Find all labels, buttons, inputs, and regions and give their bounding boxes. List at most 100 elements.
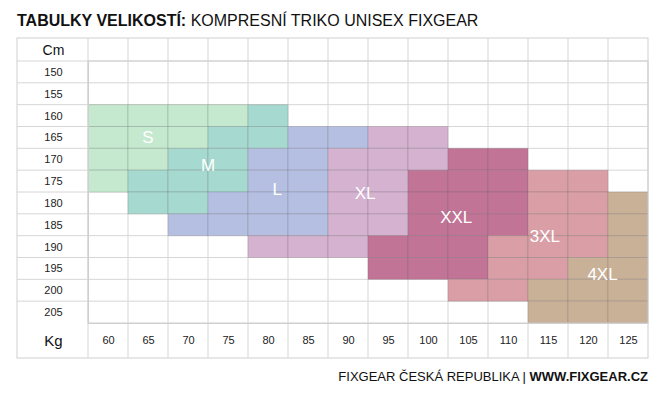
size-cell (528, 279, 568, 301)
size-cell (528, 170, 568, 192)
size-cell (488, 279, 528, 301)
size-cell (208, 192, 248, 214)
y-tick-label: 175 (44, 175, 62, 187)
table-frame (17, 38, 648, 358)
size-cell (328, 127, 368, 149)
y-axis-title: Cm (43, 42, 65, 58)
y-tick: 205 (44, 306, 88, 318)
x-tick: 75 (222, 323, 234, 346)
size-cell (88, 127, 128, 149)
size-cell (488, 258, 528, 280)
x-tick-label: 90 (342, 334, 354, 346)
y-tick: 165 (44, 131, 88, 143)
x-tick: 65 (142, 323, 154, 346)
size-cell (408, 148, 448, 170)
size-cell (488, 170, 528, 192)
footer: FIXGEAR ČESKÁ REPUBLIKA | WWW.FIXGEAR.CZ (338, 369, 648, 384)
size-region (368, 148, 528, 279)
size-cell (248, 127, 288, 149)
y-tick: 185 (44, 219, 88, 231)
y-tick-label: 150 (44, 66, 62, 78)
title: TABULKY VELIKOSTÍ: KOMPRESNÍ TRIKO UNISE… (17, 11, 478, 29)
size-region (248, 127, 448, 258)
y-tick: 180 (44, 197, 88, 209)
size-cell (368, 236, 408, 258)
size-cell (288, 127, 328, 149)
y-tick: 150 (44, 66, 88, 78)
size-cell (408, 170, 448, 192)
size-cell (248, 214, 288, 236)
y-tick-label: 180 (44, 197, 62, 209)
size-cell (128, 105, 168, 127)
size-cell (168, 127, 208, 149)
x-tick: 95 (382, 323, 394, 346)
size-cell (288, 148, 328, 170)
x-tick-label: 60 (102, 334, 114, 346)
size-cell (128, 170, 168, 192)
size-region (168, 127, 368, 236)
x-tick-label: 110 (500, 334, 518, 346)
size-cell (528, 192, 568, 214)
size-cell (168, 192, 208, 214)
size-cell (328, 214, 368, 236)
size-cell (568, 214, 608, 236)
x-tick-label: 70 (182, 334, 194, 346)
size-region (448, 170, 608, 301)
size-cell (328, 148, 368, 170)
size-cell (448, 279, 488, 301)
y-tick-label: 185 (44, 219, 62, 231)
y-tick: 170 (44, 153, 88, 165)
size-cell (368, 214, 408, 236)
size-cell (88, 148, 128, 170)
size-cell (248, 105, 288, 127)
x-tick-label: 105 (459, 334, 477, 346)
x-tick: 100 (419, 323, 437, 346)
x-tick: 110 (500, 323, 518, 346)
size-cell (488, 214, 528, 236)
size-cell (608, 301, 648, 323)
size-cell (288, 214, 328, 236)
y-tick: 200 (44, 284, 88, 296)
size-cell (408, 258, 448, 280)
size-cell (488, 148, 528, 170)
grid (17, 38, 648, 358)
size-cell (328, 236, 368, 258)
size-region (88, 105, 248, 192)
y-tick-label: 160 (44, 110, 62, 122)
size-cell (168, 105, 208, 127)
size-cell (448, 170, 488, 192)
x-tick: 105 (459, 323, 477, 346)
y-tick-label: 195 (44, 262, 62, 274)
size-cell (248, 236, 288, 258)
size-cell (608, 214, 648, 236)
size-cell (608, 236, 648, 258)
y-tick: 195 (44, 262, 88, 274)
x-tick: 60 (102, 323, 114, 346)
size-label: S (142, 128, 153, 147)
size-label: L (272, 180, 281, 199)
size-cell (128, 148, 168, 170)
size-cell (568, 192, 608, 214)
size-cell (488, 236, 528, 258)
size-cell (288, 236, 328, 258)
x-tick-label: 115 (540, 334, 558, 346)
y-tick-label: 165 (44, 131, 62, 143)
size-cell (88, 170, 128, 192)
size-cell (248, 192, 288, 214)
x-tick: 90 (342, 323, 354, 346)
size-region (128, 105, 288, 214)
title-part: KOMPRESNÍ TRIKO UNISEX FIXGEAR (186, 11, 478, 29)
size-label: XL (355, 184, 376, 203)
y-tick: 175 (44, 175, 88, 187)
size-label: 3XL (530, 227, 560, 246)
x-tick-label: 75 (222, 334, 234, 346)
x-tick-label: 120 (579, 334, 597, 346)
title-part: TABULKY VELIKOSTÍ: (17, 11, 186, 29)
x-tick-label: 100 (419, 334, 437, 346)
size-cell (248, 148, 288, 170)
x-tick: 85 (302, 323, 314, 346)
footer-part: FIXGEAR ČESKÁ REPUBLIKA | (338, 369, 526, 384)
size-cell (528, 301, 568, 323)
size-cell (568, 301, 608, 323)
chart: TABULKY VELIKOSTÍ: KOMPRESNÍ TRIKO UNISE… (0, 0, 664, 393)
